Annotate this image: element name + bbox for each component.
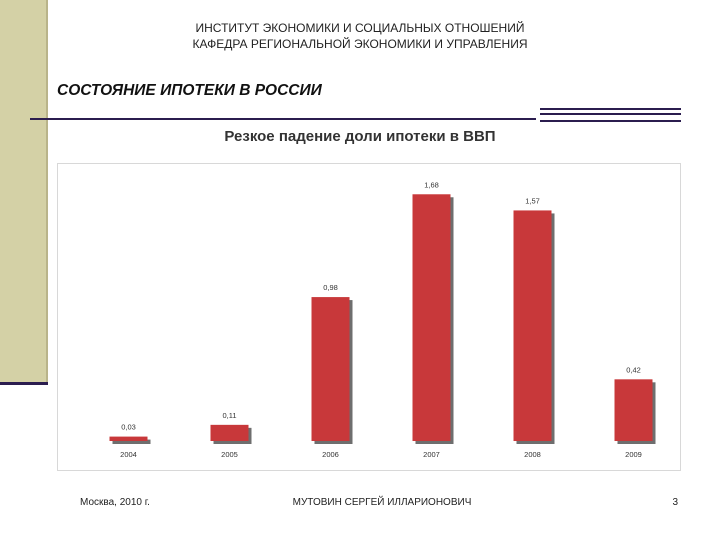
bar — [311, 297, 350, 441]
slide-title: СОСТОЯНИЕ ИПОТЕКИ В РОССИИ — [57, 82, 322, 99]
bar — [614, 379, 653, 441]
chart-subtitle: Резкое падение доли ипотеки в ВВП — [224, 128, 496, 145]
title-rule — [30, 118, 536, 120]
footer-location-date: Москва, 2010 г. — [80, 497, 150, 508]
left-accent-band — [0, 0, 48, 382]
x-tick-label: 2006 — [322, 450, 339, 459]
department-name: КАФЕДРА РЕГИОНАЛЬНОЙ ЭКОНОМИКИ И УПРАВЛЕ… — [192, 37, 528, 51]
left-accent-line — [0, 382, 48, 385]
bar — [210, 424, 249, 441]
bar — [109, 436, 148, 441]
x-tick-label: 2009 — [625, 450, 642, 459]
institute-name: ИНСТИТУТ ЭКОНОМИКИ И СОЦИАЛЬНЫХ ОТНОШЕНИ… — [195, 21, 525, 35]
bar — [412, 194, 451, 441]
x-tick-label: 2005 — [221, 450, 238, 459]
data-label: 0,11 — [222, 411, 236, 420]
bar-chart: 0,03 2004 0,11 2005 0,98 2006 1,68 2007 1,57 2008… — [109, 180, 656, 459]
chart-frame: 0,03 2004 0,11 2005 0,98 2006 1,68 2007 1,57 2008… — [57, 163, 681, 471]
x-tick-label: 2008 — [524, 450, 541, 459]
footer-author: МУТОВИН СЕРГЕЙ ИЛЛАРИОНОВИЧ — [292, 497, 472, 508]
data-label: 0,98 — [323, 283, 338, 292]
data-label: 1,57 — [525, 196, 540, 205]
title-rule-box-line — [540, 113, 681, 115]
x-tick-label: 2007 — [423, 450, 440, 459]
data-label: 0,42 — [626, 365, 641, 374]
data-label: 0,03 — [121, 423, 136, 432]
bar-shadow — [112, 439, 151, 444]
page-number: 3 — [672, 497, 678, 508]
title-rule-box — [540, 108, 681, 122]
bar — [513, 210, 552, 441]
data-label: 1,68 — [424, 180, 439, 189]
x-tick-label: 2004 — [120, 450, 137, 459]
